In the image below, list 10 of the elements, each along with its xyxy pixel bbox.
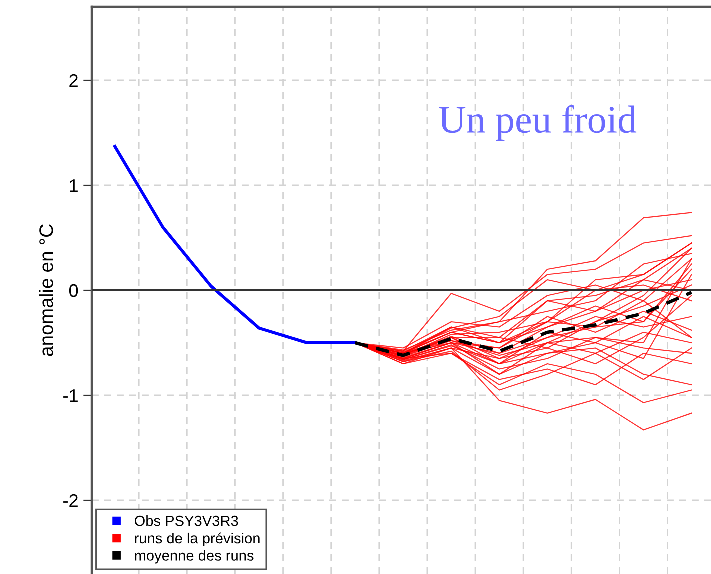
y-tick-label: 1 [70,180,78,192]
legend-label: runs de la prévision [135,532,260,547]
legend-label: Obs PSY3V3R3 [134,516,238,526]
y-axis-title: anomalie en °C [39,224,54,356]
y-tick-label: -1 [64,390,78,402]
y-tick-label: -2 [64,494,78,508]
y-tick-label: 2 [70,74,78,88]
annotation: Un peu froid [439,105,637,142]
legend-label: moyenne des runs [135,550,254,564]
y-tick-label: 0 [69,284,78,298]
